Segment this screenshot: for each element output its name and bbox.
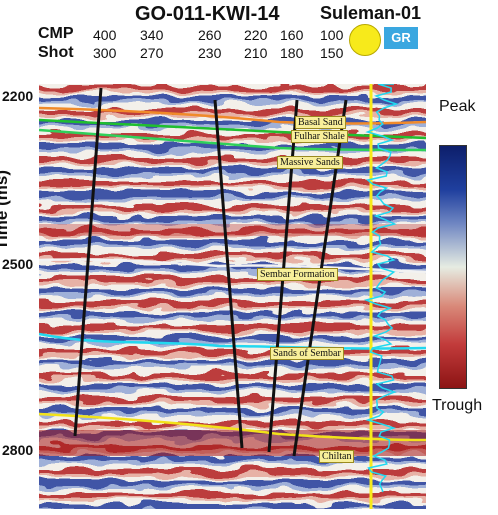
shot-value: 210 [244,45,268,61]
horizon-label: Sands of Sembar [270,347,344,360]
legend-peak-label: Peak [439,98,476,115]
section-title: GO-011-KWI-14 [135,3,280,25]
y-tick-label: 2800 [2,442,34,458]
gr-log-trace [363,84,399,493]
horizon-line [39,258,426,274]
well-name: Suleman-01 [320,3,422,23]
fault-line [213,99,244,449]
y-tick-label: 2500 [2,256,34,272]
cmp-value: 260 [198,27,222,43]
horizon-label: Basal Sand [295,116,346,129]
horizon-line [39,118,426,140]
shot-value: 230 [198,45,222,61]
cmp-value: 340 [140,27,164,43]
cmp-value: 160 [280,27,304,43]
horizon-line [39,128,426,152]
horizon-label: Sembar Formation [257,268,338,281]
horizon-label: Massive Sands [277,156,343,169]
seismic-section [39,84,426,509]
horizon-line [39,106,426,125]
gr-log-badge: GR [384,27,418,49]
y-axis-label: Time (ms) [0,170,11,250]
shot-value: 150 [320,45,344,61]
horizon-line [39,332,426,350]
shot-value: 180 [280,45,304,61]
legend-trough-label: Trough [432,397,483,414]
shot-label: Shot [38,44,74,61]
shot-value: 300 [93,45,117,61]
cmp-value: 400 [93,27,117,43]
well-marker-icon [349,24,381,56]
cmp-value: 220 [244,27,268,43]
fault-line [73,87,103,437]
amplitude-colorbar [439,145,467,389]
cmp-value: 100 [320,27,344,43]
horizon-label: Fulhar Shale [291,130,348,143]
shot-value: 270 [140,45,164,61]
y-tick-label: 2200 [2,88,34,104]
cmp-label: CMP [38,25,74,42]
horizon-label: Chiltan [319,450,355,463]
